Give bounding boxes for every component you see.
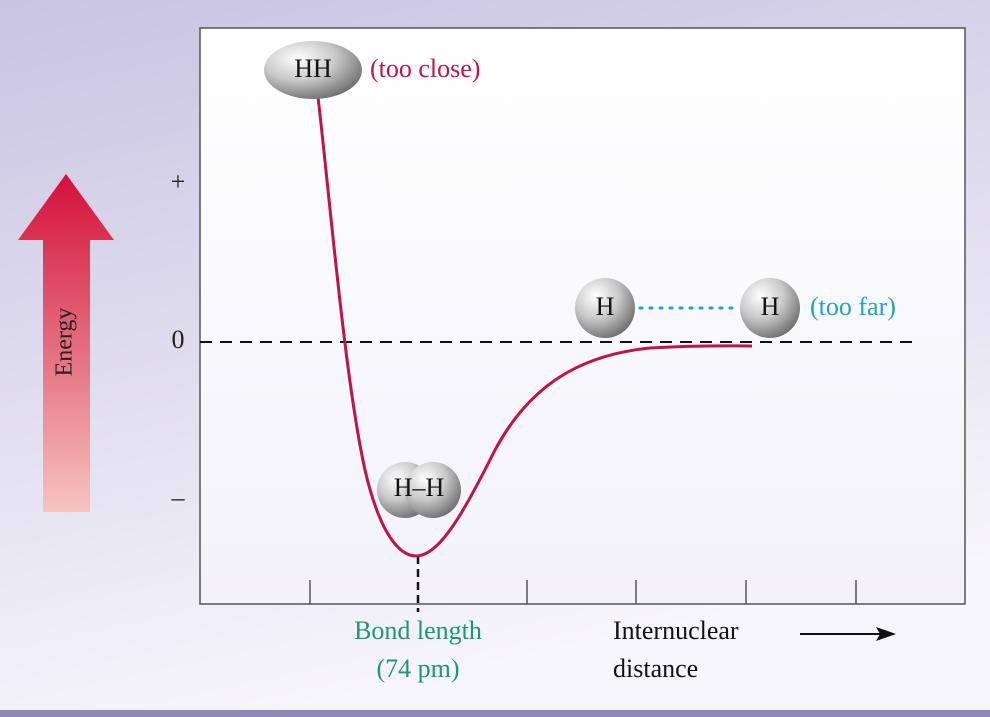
too-close-label: (too close) [370,54,480,83]
diagram: Energy + 0 – HH (too close) H–H H H (too… [0,0,990,717]
page: {"molecules":{"too_close":{"label":"HH",… [0,0,990,717]
h-label: H [761,292,780,321]
h-label: H [596,292,615,321]
bond-length-value: (74 pm) [376,654,459,683]
y-label-minus: – [171,483,186,512]
bond-length-label: Bond length [354,616,482,645]
energy-label: Energy [52,308,78,377]
hh-label: HH [294,54,332,83]
bottom-band [0,710,990,717]
h2-label: H–H [394,473,445,502]
x-axis-title: distance [613,654,698,683]
x-axis-title: Internuclear [613,616,739,645]
y-label-zero: 0 [172,325,185,354]
too-far-label: (too far) [810,292,896,321]
y-label-plus: + [171,167,186,196]
